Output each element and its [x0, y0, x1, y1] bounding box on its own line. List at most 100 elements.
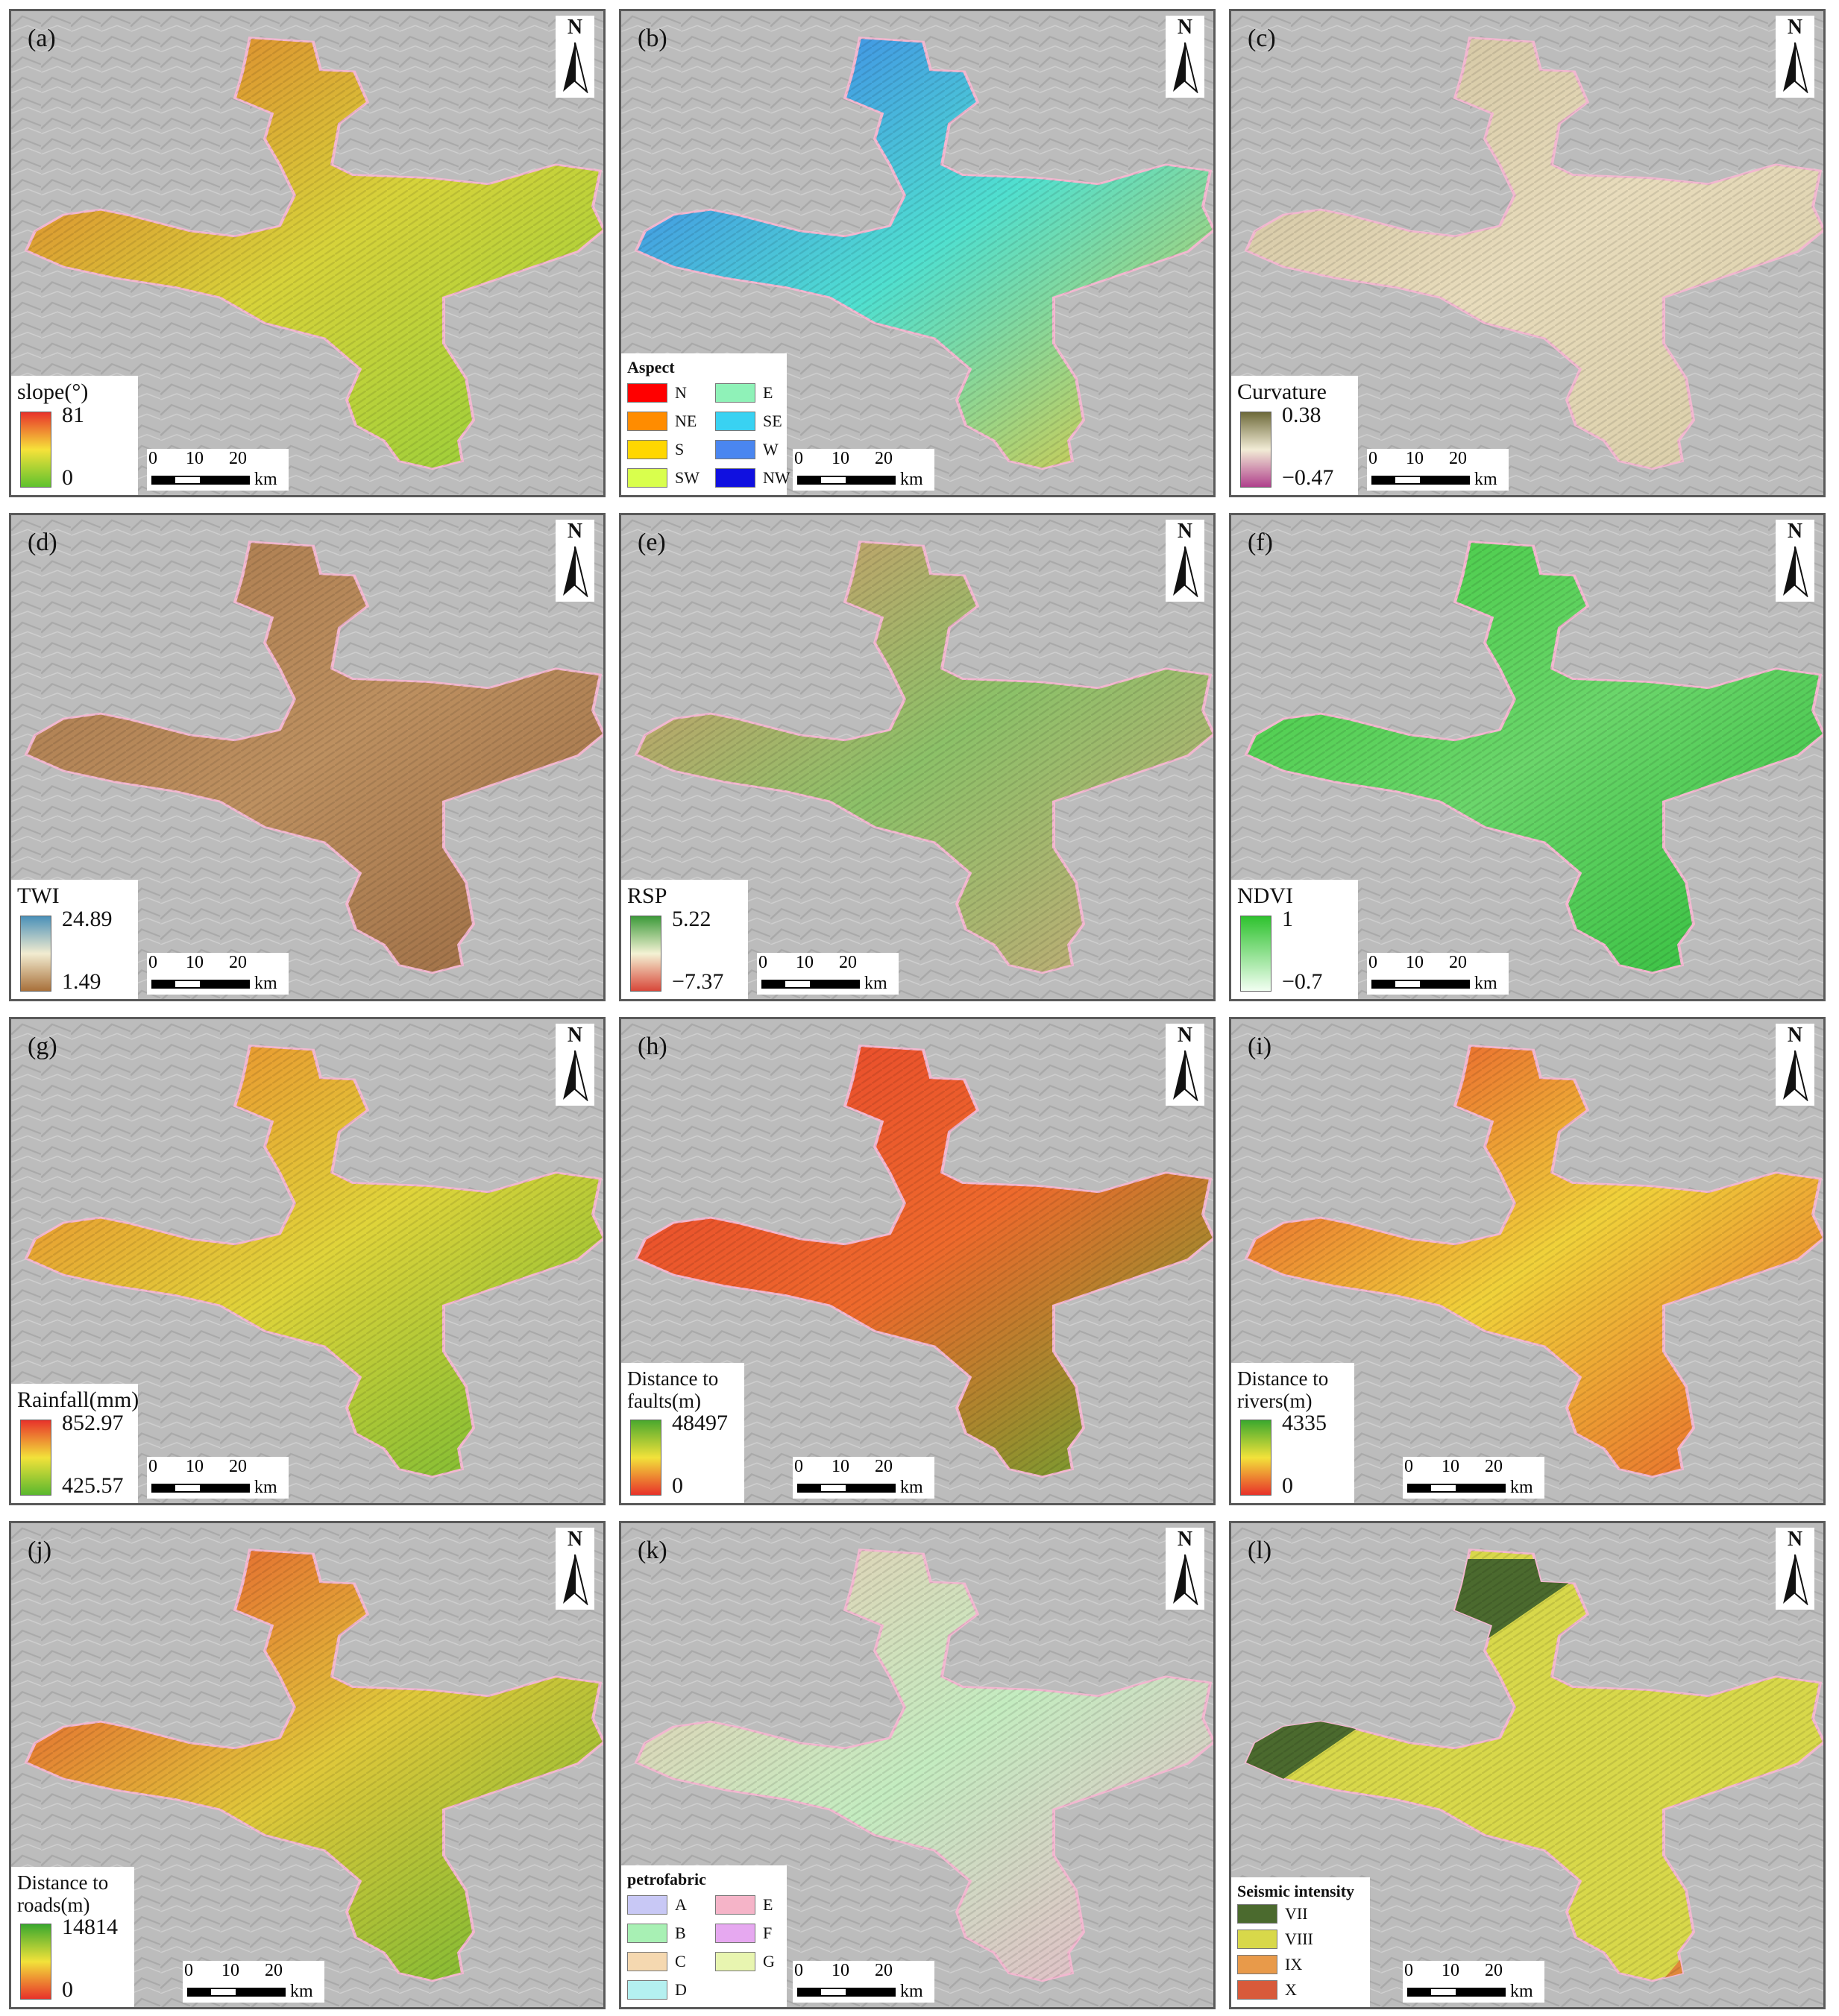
legend-swatch [715, 1895, 755, 1915]
legend-swatch [627, 412, 667, 431]
scale-tick: 10 [1442, 1961, 1459, 1980]
north-arrow: N [1166, 16, 1204, 98]
scale-tick: 0 [184, 1961, 193, 1980]
legend-item-label: D [675, 1980, 687, 1999]
scale-tick: 10 [221, 1961, 239, 1980]
legend-min: −0.7 [1282, 969, 1323, 994]
legend: Distance to roads(m) 14814 0 [11, 1867, 134, 2007]
color-ramp [20, 916, 51, 992]
north-arrow-icon [1783, 1554, 1808, 1605]
scale-tick: 20 [229, 953, 247, 972]
north-arrow-icon [563, 546, 588, 597]
map-panel: (f) N NDVI 1 −0.7 0 10 20 km [1229, 513, 1826, 1001]
scale-unit: km [254, 470, 277, 489]
scale-unit: km [900, 470, 923, 489]
north-arrow-icon [1783, 546, 1808, 597]
legend-item: NW [715, 465, 803, 491]
scale-tick: 0 [1368, 953, 1377, 972]
legend: petrofabric A E B F C G D [621, 1865, 787, 2007]
scale-tick: 0 [794, 449, 803, 468]
legend-swatch [715, 1924, 755, 1943]
map-panel: (h) N Distance to faults(m) 48497 0 0 10… [619, 1017, 1216, 1505]
legend-swatch [627, 468, 667, 488]
north-label: N [1177, 16, 1193, 39]
north-arrow: N [556, 520, 594, 602]
color-ramp [1240, 916, 1271, 992]
legend-item-label: A [675, 1895, 687, 1914]
legend-title: slope(°) [17, 379, 89, 404]
legend-title: petrofabric [627, 1870, 706, 1889]
legend-swatch [715, 412, 755, 431]
scale-unit: km [254, 974, 277, 993]
legend-max: 1 [1282, 907, 1293, 931]
legend: Rainfall(mm) 852.97 425.57 [11, 1384, 139, 1503]
legend-item: A [627, 1892, 715, 1918]
north-label: N [567, 1024, 583, 1047]
scale-bar: 0 10 20 km [1403, 1457, 1544, 1499]
north-arrow-icon [563, 42, 588, 93]
scale-tick: 20 [839, 953, 857, 972]
legend-min: −0.47 [1282, 465, 1334, 490]
north-label: N [567, 16, 583, 39]
scale-tick: 20 [875, 449, 893, 468]
legend-title: Distance to roads(m) [17, 1871, 109, 1916]
legend-swatch [715, 1952, 755, 1971]
scale-tick: 0 [148, 1457, 157, 1476]
scale-tick: 0 [1404, 1457, 1413, 1476]
color-ramp [630, 916, 661, 992]
legend-item-label: VII [1285, 1904, 1308, 1923]
legend: Curvature 0.38 −0.47 [1231, 376, 1358, 495]
legend-swatch [1237, 1930, 1277, 1949]
scale-tick: 20 [875, 1961, 893, 1980]
scale-tick: 0 [148, 953, 157, 972]
north-arrow: N [556, 1528, 594, 1610]
legend-item-label: B [675, 1924, 686, 1942]
scale-unit: km [900, 1478, 923, 1497]
scale-tick: 20 [1449, 449, 1467, 468]
scale-tick: 20 [1485, 1457, 1503, 1476]
map-panel: (a) N slope(°) 81 0 0 10 20 km [9, 9, 606, 497]
legend: NDVI 1 −0.7 [1231, 880, 1358, 999]
legend-title: Distance to faults(m) [627, 1367, 719, 1412]
scale-tick: 10 [1406, 449, 1424, 468]
color-ramp [20, 1924, 51, 2000]
map-panel: (g) N Rainfall(mm) 852.97 425.57 0 10 20… [9, 1017, 606, 1505]
scale-bar: 0 10 20 km [1403, 1961, 1544, 2003]
map-panel: (j) N Distance to roads(m) 14814 0 0 10 … [9, 1521, 606, 2009]
scale-tick: 0 [794, 1961, 803, 1980]
scale-bar-graphic [761, 980, 860, 989]
legend-swatch [715, 440, 755, 459]
north-arrow: N [1776, 16, 1814, 98]
panel-label: (l) [1248, 1537, 1272, 1564]
north-arrow: N [1776, 1528, 1814, 1610]
legend-swatch [627, 1980, 667, 2000]
scale-tick: 10 [1442, 1457, 1459, 1476]
north-label: N [1787, 520, 1803, 543]
north-arrow-icon [1783, 42, 1808, 93]
legend-title: RSP [627, 883, 667, 908]
map-panel: (d) N TWI 24.89 1.49 0 10 20 km [9, 513, 606, 1001]
legend-max: 0.38 [1282, 403, 1321, 427]
legend-item-label: NE [675, 412, 697, 430]
legend-max: 4335 [1282, 1411, 1327, 1435]
legend-item-label: NW [763, 468, 790, 487]
legend-item-label: IX [1285, 1955, 1303, 1974]
legend-min: 0 [1282, 1473, 1293, 1498]
legend-item-label: VIII [1285, 1930, 1313, 1948]
scale-tick: 20 [1449, 953, 1467, 972]
scale-unit: km [1474, 470, 1497, 489]
legend-title: Aspect [627, 358, 675, 377]
legend-min: 425.57 [62, 1473, 124, 1498]
scale-bar-graphic [1407, 1988, 1506, 1997]
legend-title: TWI [17, 883, 60, 908]
scale-tick: 20 [229, 449, 247, 468]
panel-label: (a) [28, 25, 56, 52]
legend: Distance to rivers(m) 4335 0 [1231, 1363, 1354, 1503]
legend-item-label: X [1285, 1980, 1297, 1999]
legend-swatch [1237, 1980, 1277, 2000]
scale-tick: 20 [265, 1961, 283, 1980]
legend-swatch [715, 468, 755, 488]
north-label: N [1787, 1024, 1803, 1047]
scale-bar-graphic [797, 1988, 896, 1997]
panel-label: (e) [638, 529, 666, 556]
